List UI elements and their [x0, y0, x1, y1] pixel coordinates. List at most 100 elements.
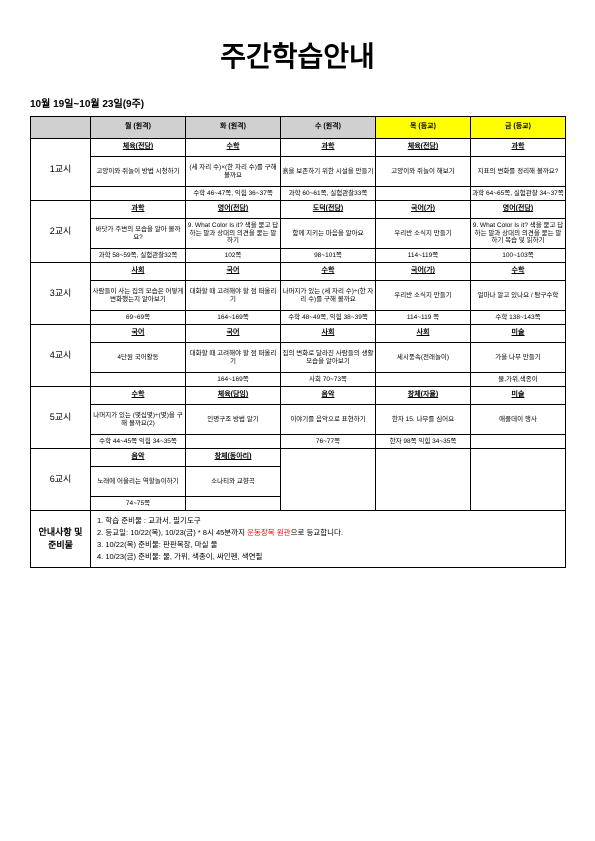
pages-cell: 76~77쪽 — [281, 435, 376, 449]
period-label: 6교시 — [31, 449, 91, 511]
pages-cell: 한자 98쪽 익힘 34~35쪽 — [376, 435, 471, 449]
table-row: 1교시 체육(전담) 수학 과학 체육(전담) 과학 — [31, 139, 566, 157]
subject-cell: 국어(가) — [376, 201, 471, 219]
content-cell: 우리반 소식지 만들기 — [376, 281, 471, 311]
header-wed: 수 (원격) — [281, 117, 376, 139]
table-row: 4단원 국어활동 대화할 때 고려해야 할 점 떠올리기 집의 변화로 달라진 … — [31, 343, 566, 373]
subject-cell: 창체(동아리) — [186, 449, 281, 467]
pages-cell: 물,가위,색종이 — [471, 373, 566, 387]
header-fri: 금 (등교) — [471, 117, 566, 139]
subject-cell: 음악 — [91, 449, 186, 467]
notice-content: 1. 학습 준비물 : 교과서, 필기도구 2. 등교일: 10/22(목), … — [91, 511, 566, 568]
subject-cell: 국어 — [186, 263, 281, 281]
period-label: 5교시 — [31, 387, 91, 449]
pages-cell: 과학 60~61쪽, 실험관찰33쪽 — [281, 187, 376, 201]
subject-cell: 수학 — [91, 387, 186, 405]
content-cell: 인명구조 방법 알기 — [186, 405, 281, 435]
header-mon: 월 (원격) — [91, 117, 186, 139]
content-cell: 대화할 때 고려해야 할 점 떠올리기 — [186, 343, 281, 373]
schedule-table: 월 (원격) 화 (원격) 수 (원격) 목 (등교) 금 (등교) 1교시 체… — [30, 116, 566, 568]
period-label: 2교시 — [31, 201, 91, 263]
subject-cell: 사회 — [281, 325, 376, 343]
content-cell: 한자 15. 나무를 심어요 — [376, 405, 471, 435]
content-cell: 9. What Color Is it? 색을 묻고 답하는 말과 상대의 의견… — [186, 219, 281, 249]
content-cell: 애플데이 행사 — [471, 405, 566, 435]
subject-cell: 미술 — [471, 387, 566, 405]
pages-cell: 164~169쪽 — [186, 373, 281, 387]
period-label: 4교시 — [31, 325, 91, 387]
subject-cell: 국어 — [186, 325, 281, 343]
empty-cell — [471, 449, 566, 511]
table-row: 고양이와 쥐놀이 방법 시청하기 (세 자리 수)×(한 자리 수)를 구해 볼… — [31, 157, 566, 187]
content-cell: 바닷가 주변의 모습을 알아 볼까요? — [91, 219, 186, 249]
table-row: 수학 44~45쪽 익힘 34~35쪽 76~77쪽 한자 98쪽 익힘 34~… — [31, 435, 566, 449]
subject-cell: 과학 — [281, 139, 376, 157]
subject-cell: 체육(전담) — [91, 139, 186, 157]
content-cell: 얼마나 알고 있나요 / 탐구수학 — [471, 281, 566, 311]
pages-cell: 수학 46~47쪽, 익힘 36~37쪽 — [186, 187, 281, 201]
pages-cell — [186, 435, 281, 449]
content-cell: 9. What Color Is it? 색을 묻고 답하는 말과 상대의 의견… — [471, 219, 566, 249]
subject-cell: 체육(담임) — [186, 387, 281, 405]
notice-line: 2. 등교일: 10/22(목), 10/23(금) * 8시 45분까지 운동… — [97, 527, 559, 539]
content-cell: (세 자리 수)×(한 자리 수)를 구해 볼까요 — [186, 157, 281, 187]
pages-cell: 114~119 쪽 — [376, 311, 471, 325]
table-row: 사람들이 사는 집의 모습은 어떻게 변화했는지 알아보기 대화할 때 고려해야… — [31, 281, 566, 311]
content-cell: 사람들이 사는 집의 모습은 어떻게 변화했는지 알아보기 — [91, 281, 186, 311]
subject-cell: 과학 — [471, 139, 566, 157]
subject-cell: 사회 — [376, 325, 471, 343]
subject-cell: 도덕(전담) — [281, 201, 376, 219]
content-cell: 우리반 소식지 만들기 — [376, 219, 471, 249]
content-cell: 4단원 국어활동 — [91, 343, 186, 373]
pages-cell: 164~169쪽 — [186, 311, 281, 325]
pages-cell — [376, 373, 471, 387]
pages-cell: 사회 70~73쪽 — [281, 373, 376, 387]
notice-line: 4. 10/23(금) 준비물: 물, 가위, 색종이, 싸인펜, 색연필 — [97, 551, 559, 563]
table-row: 69~69쪽 164~169쪽 수학 48~49쪽, 익힘 38~39쪽 114… — [31, 311, 566, 325]
content-cell: 함께 지키는 마음을 알아요 — [281, 219, 376, 249]
notice-label: 안내사항 및 준비물 — [31, 511, 91, 568]
table-row: 164~169쪽 사회 70~73쪽 물,가위,색종이 — [31, 373, 566, 387]
date-range: 10월 19일~10월 23일(9주) — [30, 95, 565, 110]
notice-text: 으로 등교합니다. — [291, 528, 343, 537]
subject-cell: 국어(가) — [376, 263, 471, 281]
pages-cell: 수학 44~45쪽 익힘 34~35쪽 — [91, 435, 186, 449]
pages-cell — [186, 497, 281, 511]
pages-cell — [91, 187, 186, 201]
pages-cell: 과학 58~59쪽, 실험관찰32쪽 — [91, 249, 186, 263]
content-cell: 집의 변화로 달라진 사람들의 생활 모습을 알아보기 — [281, 343, 376, 373]
subject-cell: 음악 — [281, 387, 376, 405]
pages-cell: 수학 138~143쪽 — [471, 311, 566, 325]
table-row: 6교시 음악 창체(동아리) — [31, 449, 566, 467]
pages-cell — [91, 373, 186, 387]
content-cell: 나머지가 있는 (세 자리 수)÷(한 자리 수)를 구해 볼까요 — [281, 281, 376, 311]
content-cell: 대화할 때 고려해야 할 점 떠올리기 — [186, 281, 281, 311]
subject-cell: 과학 — [91, 201, 186, 219]
subject-cell: 수학 — [281, 263, 376, 281]
pages-cell — [376, 187, 471, 201]
subject-cell: 수학 — [471, 263, 566, 281]
pages-cell — [471, 435, 566, 449]
empty-cell — [376, 449, 471, 511]
subject-cell: 영어(전담) — [471, 201, 566, 219]
notice-red-text: 운동장복 원관 — [247, 528, 290, 537]
header-tue: 화 (원격) — [186, 117, 281, 139]
pages-cell: 69~69쪽 — [91, 311, 186, 325]
table-row: 과학 58~59쪽, 실험관찰32쪽 102쪽 98~101쪽 114~119쪽… — [31, 249, 566, 263]
table-row: 5교시 수학 체육(담임) 음악 창체(자율) 미술 — [31, 387, 566, 405]
pages-cell: 과학 64~65쪽, 실험관찰 34~37쪽 — [471, 187, 566, 201]
notice-line: 1. 학습 준비물 : 교과서, 필기도구 — [97, 515, 559, 527]
table-row: 3교시 사회 국어 수학 국어(가) 수학 — [31, 263, 566, 281]
empty-cell — [281, 449, 376, 511]
page-title: 주간학습안내 — [30, 35, 565, 75]
subject-cell: 수학 — [186, 139, 281, 157]
content-cell: 지표의 변화를 정리해 볼까요? — [471, 157, 566, 187]
pages-cell: 100~103쪽 — [471, 249, 566, 263]
content-cell: 고양이와 쥐놀이 해보기 — [376, 157, 471, 187]
header-thu: 목 (등교) — [376, 117, 471, 139]
subject-cell: 체육(전담) — [376, 139, 471, 157]
period-label: 1교시 — [31, 139, 91, 201]
subject-cell: 영어(전담) — [186, 201, 281, 219]
content-cell: 가을 나무 만들기 — [471, 343, 566, 373]
subject-cell: 창체(자율) — [376, 387, 471, 405]
